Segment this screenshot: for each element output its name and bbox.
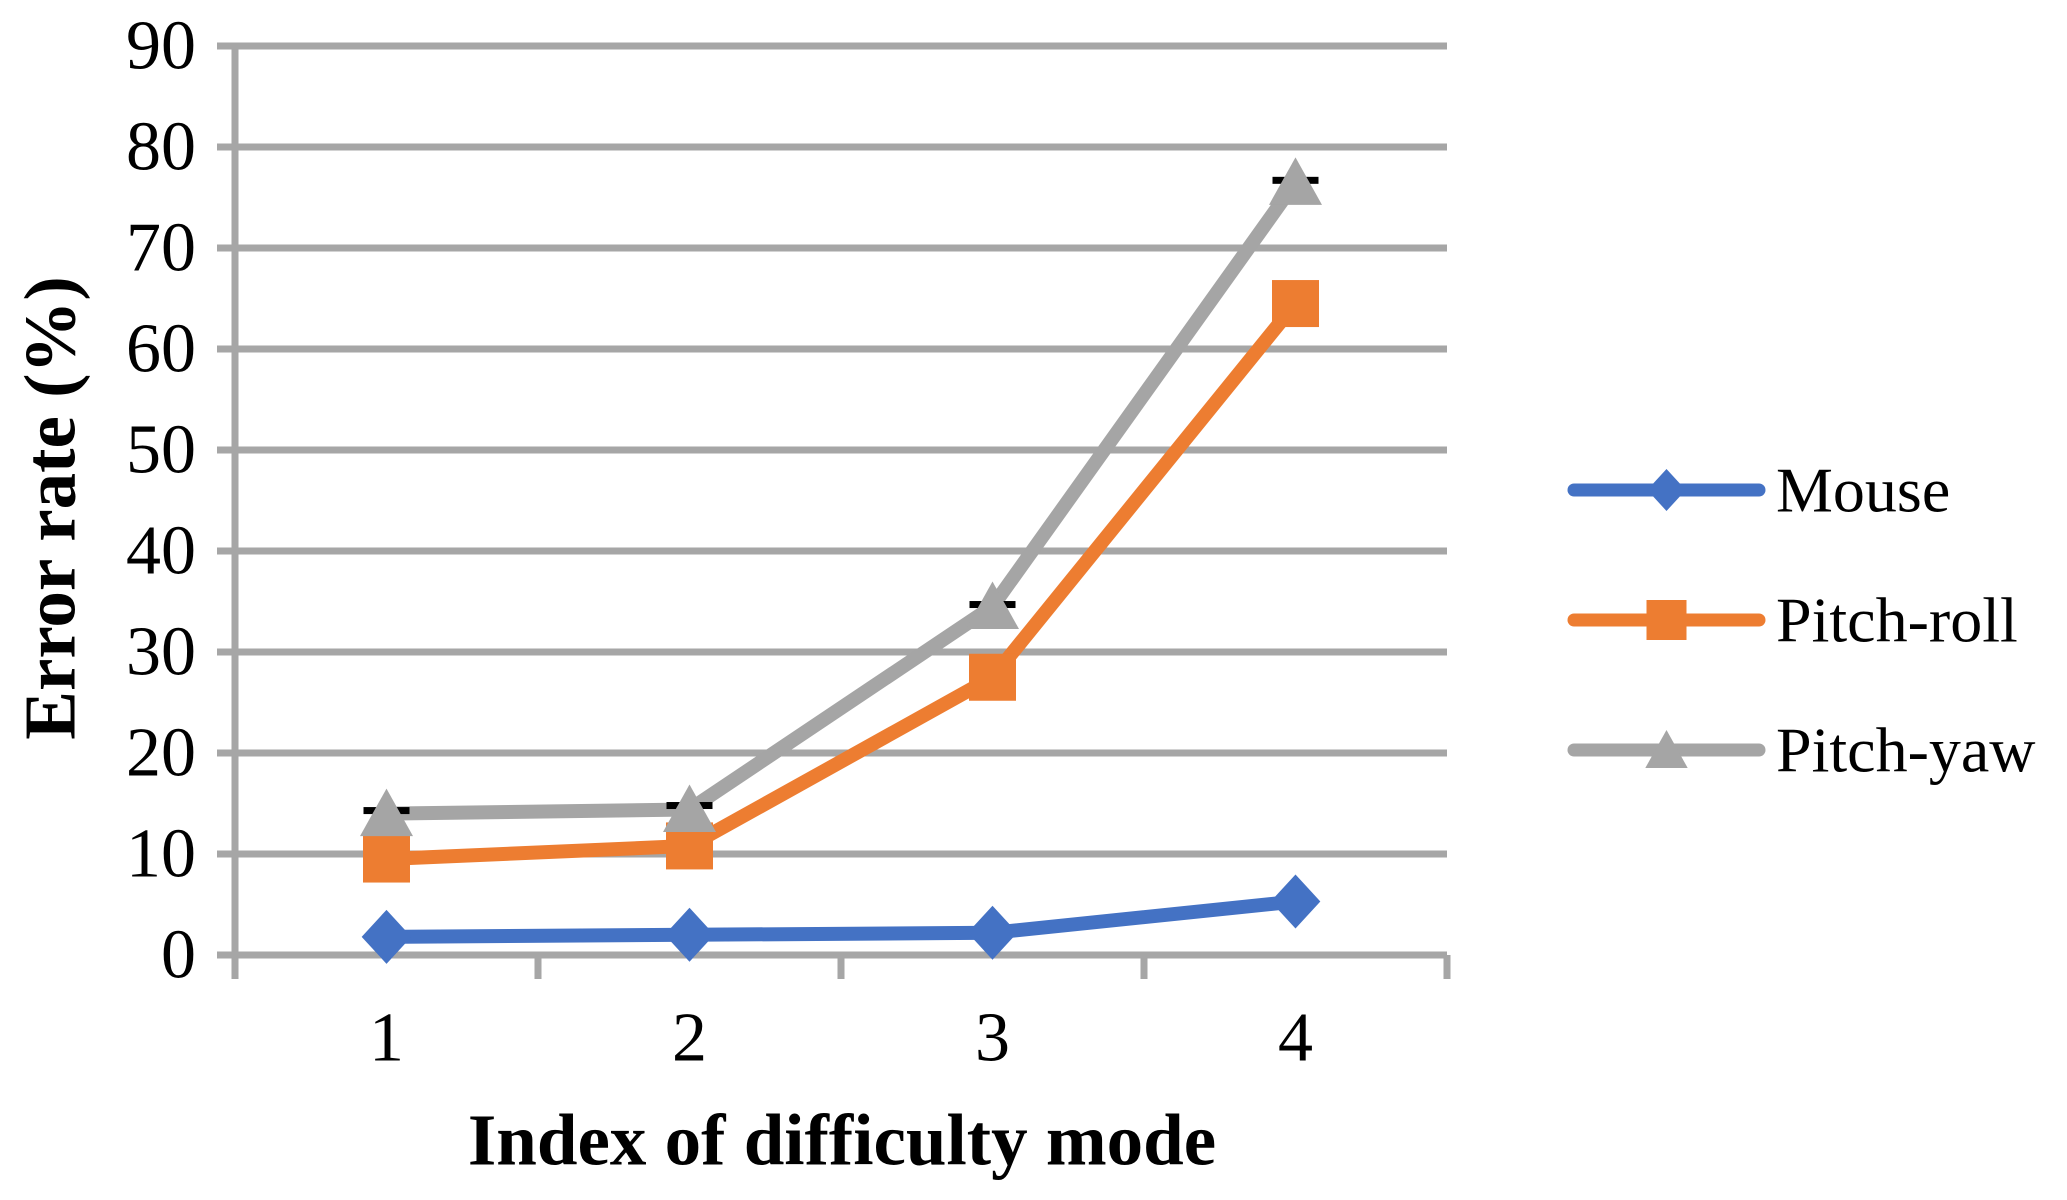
series-line-pitch-roll — [379, 296, 1303, 867]
marker-pitch-roll-1 — [363, 835, 410, 883]
series-line-pitch-yaw — [379, 175, 1303, 821]
legend-marker-pitch-yaw — [1645, 730, 1688, 768]
marker-mouse-1 — [361, 909, 412, 964]
marker-pitch-yaw-2 — [663, 784, 716, 833]
y-tick-label-80: 80 — [126, 109, 196, 186]
y-tick-label-30: 30 — [126, 614, 196, 691]
legend-label-mouse: Mouse — [1776, 455, 1950, 526]
x-tick-label-2: 2 — [672, 1000, 707, 1077]
marker-mouse-4 — [1270, 874, 1321, 929]
marker-pitch-roll-4 — [1272, 280, 1319, 328]
legend-marker-pitch-roll — [1646, 600, 1687, 640]
y-tick-label-20: 20 — [126, 715, 196, 792]
y-tick-label-70: 70 — [126, 210, 196, 287]
marker-pitch-yaw-3 — [966, 581, 1019, 630]
y-tick-label-10: 10 — [126, 816, 196, 893]
y-tick-label-40: 40 — [126, 513, 196, 590]
marker-mouse-3 — [967, 905, 1018, 960]
y-tick-label-90: 90 — [126, 8, 196, 85]
x-tick-label-3: 3 — [975, 1000, 1010, 1077]
marker-pitch-roll-3 — [969, 653, 1016, 701]
marker-mouse-2 — [664, 907, 715, 962]
y-tick-label-0: 0 — [161, 917, 196, 994]
x-tick-label-4: 4 — [1278, 1000, 1313, 1077]
legend-label-pitch-yaw: Pitch-yaw — [1776, 715, 2036, 786]
y-tick-label-60: 60 — [126, 311, 196, 388]
y-axis-title: Error rate (%) — [9, 276, 91, 740]
marker-pitch-yaw-4 — [1269, 157, 1322, 205]
y-tick-label-50: 50 — [126, 412, 196, 489]
x-tick-label-1: 1 — [369, 1000, 404, 1077]
legend-label-pitch-roll: Pitch-roll — [1776, 585, 2018, 656]
legend-marker-mouse — [1647, 469, 1686, 511]
x-axis-title: Index of difficulty mode — [467, 1099, 1217, 1181]
series-line-mouse — [379, 894, 1303, 944]
marker-pitch-yaw-1 — [360, 788, 413, 837]
